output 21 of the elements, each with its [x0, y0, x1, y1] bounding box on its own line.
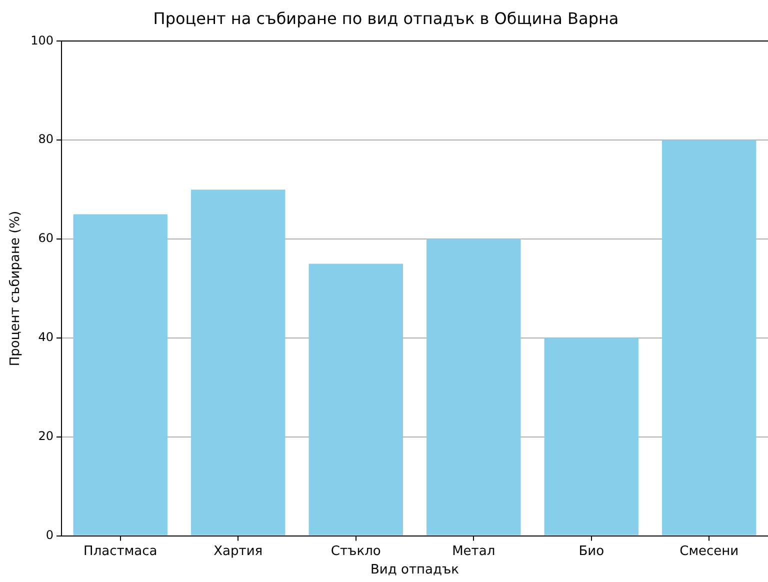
- y-tick-label: 40: [38, 330, 54, 344]
- y-tick-label: 0: [46, 528, 54, 542]
- y-axis-title: Процент събиране (%): [8, 210, 24, 366]
- x-tick-label: Пластмаса: [84, 544, 158, 559]
- y-tick-label: 60: [38, 231, 54, 246]
- bar: [73, 214, 168, 536]
- x-tick-label: Хартия: [214, 544, 263, 559]
- x-tick-label: Смесени: [680, 544, 739, 559]
- bar: [308, 264, 403, 536]
- y-tick-label: 80: [38, 132, 54, 146]
- bar: [662, 140, 756, 536]
- bar: [544, 338, 638, 536]
- y-tick-label: 20: [38, 429, 54, 444]
- x-tick-label: Метал: [452, 544, 496, 559]
- x-axis-title: Вид отпадък: [370, 562, 460, 578]
- chart-title: Процент на събиране по вид отпадък в Община Варна: [153, 8, 619, 28]
- x-tick-label: Стъкло: [330, 544, 381, 559]
- bar: [191, 190, 286, 536]
- x-tick-label: Био: [578, 544, 604, 559]
- bar: [426, 239, 521, 536]
- y-tick-label: 100: [30, 33, 54, 48]
